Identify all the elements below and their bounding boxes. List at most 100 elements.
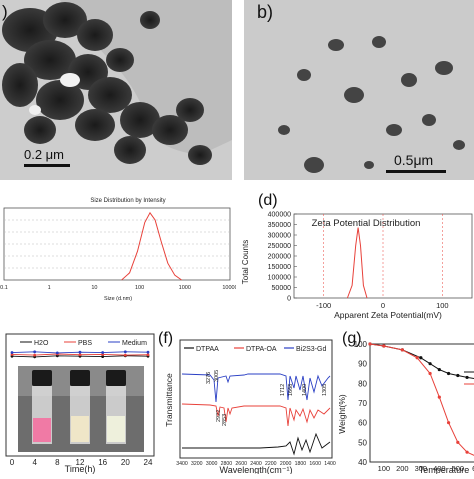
tick-label: 100 [436, 301, 449, 310]
chart-g-xlabel: Temperature [419, 465, 470, 474]
tick-label: 1 [48, 285, 51, 291]
tick-label: 3000 [206, 461, 218, 467]
vial-pbs [70, 370, 90, 444]
chart-tga: Weight(%) 100 90 80 70 60 50 40 100 200 300 400 50… [337, 340, 474, 474]
chart-g-y-ticks: 100 90 80 70 60 50 40 [354, 340, 368, 467]
tick-label: 12 [76, 458, 85, 467]
data-point [146, 350, 150, 354]
data-point [33, 350, 37, 354]
tem-image-b: 0.5μm [244, 0, 474, 180]
chart-c-xlabel: Size (d.nm) [104, 296, 132, 302]
data-point [428, 371, 432, 376]
tick-label: 8 [55, 458, 60, 467]
tick-label: 10000 [222, 285, 236, 291]
tem-image-a: 0.2 μm [0, 0, 232, 180]
chart-c-grid [4, 219, 230, 269]
data-point [101, 351, 105, 354]
legend-label: DTPA-OA [246, 346, 277, 353]
data-point [456, 373, 460, 378]
legend-label: PBS [78, 340, 92, 347]
chart-c-title: Size Distribution by Intensity [90, 198, 165, 204]
peak-label: 1305 [322, 384, 328, 396]
tick-label: 50 [358, 438, 367, 447]
data-point [123, 353, 127, 357]
tick-label: 1000 [179, 285, 191, 291]
tick-label: 0 [10, 458, 15, 467]
ftir-curve-dtpa-oa [181, 403, 331, 427]
data-point [415, 356, 419, 360]
data-point [123, 350, 127, 354]
tick-label: 200000 [268, 254, 291, 261]
legend-label: DTPAA [196, 346, 219, 353]
chart-e-xlabel: Time(h) [65, 464, 96, 474]
data-point [446, 421, 451, 425]
tick-label: 50000 [272, 285, 292, 292]
tick-label: 3400 [176, 461, 188, 467]
chart-e-frame [5, 333, 155, 457]
chart-f-legend: DTPAA DTPA-OA Bi2S3-Gd [184, 346, 326, 353]
data-point [465, 375, 469, 380]
panel-label-b: b) [257, 2, 274, 22]
data-point [78, 350, 82, 354]
chart-f-peak-labels: 3276 3005 2922 2853 1712 1668 1400 1305 [206, 370, 328, 426]
peak-label: 2853 [222, 414, 228, 426]
tick-label: 90 [358, 360, 367, 369]
tick-label: 2400 [250, 461, 262, 467]
tick-label: 0 [287, 296, 291, 303]
tick-label: 100 [354, 340, 368, 349]
chart-g-frame [369, 343, 474, 463]
tick-label: 0.1 [0, 285, 8, 291]
chart-d-ylabel: Total Counts [241, 240, 250, 284]
data-point [55, 351, 59, 355]
vials-photo [18, 366, 144, 452]
data-point [368, 342, 372, 346]
tick-label: 250000 [268, 243, 291, 250]
tick-label: 3200 [191, 461, 203, 467]
chart-d-title: Zeta Potential Distribution [312, 218, 421, 229]
tick-label: 1800 [295, 461, 307, 467]
tick-label: 70 [358, 399, 367, 408]
tick-label: 500 [452, 464, 465, 473]
ftir-curve-bi2s3-gd [181, 373, 331, 403]
legend-label: Medium [122, 340, 147, 347]
chart-g-ylabel: Weight(%) [337, 394, 347, 434]
data-point [456, 440, 460, 444]
peak-label: 1400 [302, 384, 308, 396]
tick-label: 350000 [268, 222, 291, 229]
chart-size-distribution: Size Distribution by Intensity 0.1 1 10 100… [0, 198, 236, 302]
chart-g-x-ticks: 100 200 300 400 500 60 [378, 464, 474, 473]
data-point [400, 348, 404, 352]
data-point [419, 356, 423, 360]
data-point [382, 344, 386, 348]
ftir-curve-dtpaa [182, 432, 331, 456]
chart-e-legend: H2O PBS Medium [20, 340, 147, 347]
data-point [437, 395, 441, 399]
scale-bar-a [24, 164, 70, 167]
data-point [101, 355, 105, 358]
legend-label: H2O [34, 340, 49, 347]
data-point [10, 351, 14, 354]
vial-medium [106, 370, 126, 444]
chart-stability: H2O PBS Medium 0 4 8 12 16 20 24 Time(h) [0, 328, 160, 474]
tem-image-a-graphic [0, 0, 232, 180]
chart-c-series-line [121, 211, 182, 281]
tick-label: 1400 [324, 461, 336, 467]
tick-label: 16 [98, 458, 107, 467]
tick-label: 200 [396, 464, 409, 473]
tick-label: 80 [358, 379, 367, 388]
tick-label: 10 [91, 285, 97, 291]
tick-label: 2200 [265, 461, 277, 467]
chart-d-series-line [346, 227, 368, 299]
panel-label-a: ) [2, 2, 8, 21]
tem-image-b-graphic [244, 0, 474, 180]
scale-bar-b [386, 170, 446, 173]
peak-label: 2922 [216, 410, 222, 422]
data-point [428, 362, 432, 366]
tick-label: -100 [316, 301, 331, 310]
tick-label: 300 [415, 464, 428, 473]
chart-zeta-potential: Zeta Potential Distribution Total Counts… [241, 212, 473, 320]
tick-label: 1600 [309, 461, 321, 467]
tick-label: 20 [121, 458, 130, 467]
chart-f-frame [179, 339, 333, 459]
tick-label: 100 [378, 464, 391, 473]
